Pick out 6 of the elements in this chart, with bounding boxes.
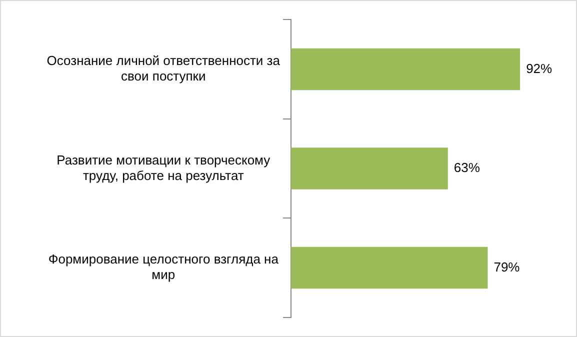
y-tick-label: Осознание личной ответственности за свои поступки [46, 53, 281, 84]
data-label: 63% [454, 160, 480, 176]
y-tick-label: Развитие мотивации к творческому труду, работе на результат [56, 152, 271, 183]
data-label: 79% [494, 259, 520, 274]
data-label: 92% [526, 60, 553, 76]
y-tick-label: Формирование целостного взгляда на мир [48, 252, 280, 282]
